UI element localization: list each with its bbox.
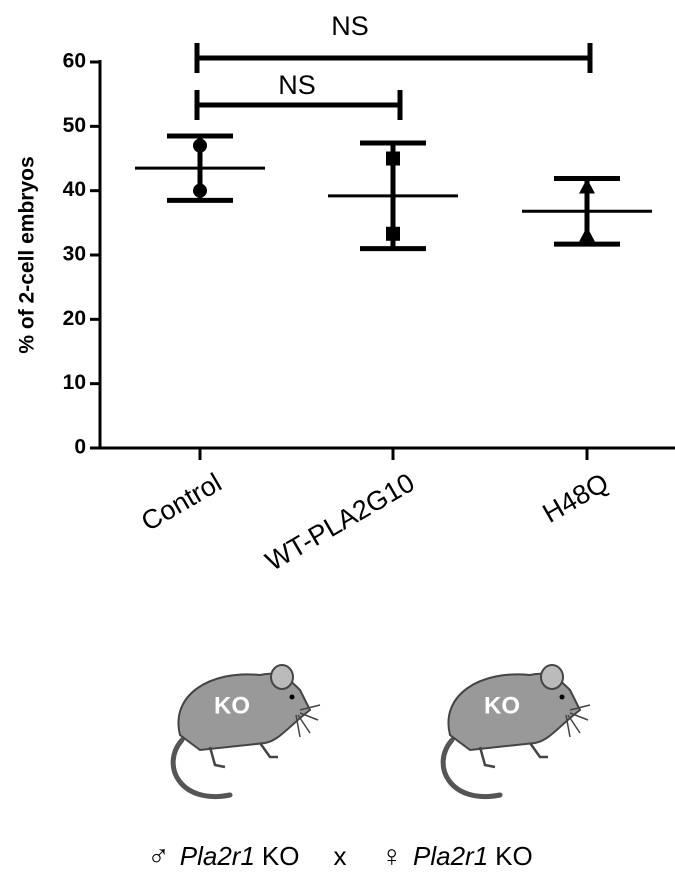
mouse-eye: [559, 694, 565, 700]
mouse-ear: [270, 664, 294, 690]
y-tick-label: 40: [63, 178, 86, 201]
male-symbol: ♂: [147, 840, 170, 873]
mouse-label: KO: [214, 692, 250, 719]
mouse-whiskers: [295, 704, 321, 738]
y-tick-label: 20: [63, 307, 86, 330]
mouse-ear: [540, 664, 564, 690]
data-point: [386, 226, 400, 241]
y-tick-label: 30: [63, 243, 86, 266]
cross-text: ♂ Pla2r1 KO x ♀ Pla2r1 KO: [147, 840, 532, 873]
mouse-whiskers: [565, 704, 591, 738]
data-point: [579, 226, 595, 242]
data-point: [579, 178, 595, 194]
mouse-legs: [478, 742, 548, 769]
mouse-tail: [170, 737, 233, 799]
significance-bracket: [194, 43, 593, 73]
male-suffix: KO: [262, 841, 300, 871]
data-point: [386, 151, 400, 166]
female-suffix: KO: [495, 841, 533, 871]
male-gene: Pla2r1: [180, 841, 255, 871]
mice: KO KO: [170, 664, 591, 799]
y-tick-label: 0: [74, 436, 86, 459]
y-tick-label: 10: [63, 371, 86, 394]
data-point: [193, 183, 207, 198]
y-tick-label: 60: [63, 50, 86, 73]
significance-bracket: [194, 90, 403, 120]
x-tick-label: WT-PLA2G10: [260, 467, 419, 576]
mouse-legs: [208, 742, 278, 769]
mouse-tail: [440, 737, 503, 799]
mouse-label: KO: [484, 692, 520, 719]
data-point: [193, 138, 207, 153]
x-tick-label: H48Q: [537, 467, 613, 528]
mouse-eye: [289, 694, 295, 700]
significance-label: NS: [331, 11, 369, 41]
mouse: KO: [170, 664, 321, 799]
cross-operator: x: [334, 841, 347, 871]
mouse: KO: [440, 664, 591, 799]
female-gene: Pla2r1: [413, 841, 488, 871]
female-symbol: ♀: [381, 840, 404, 873]
significance-label: NS: [278, 70, 316, 100]
y-tick-label: 50: [63, 114, 86, 137]
x-tick-label: Control: [136, 467, 226, 537]
y-axis-label: % of 2-cell embryos: [16, 156, 39, 353]
